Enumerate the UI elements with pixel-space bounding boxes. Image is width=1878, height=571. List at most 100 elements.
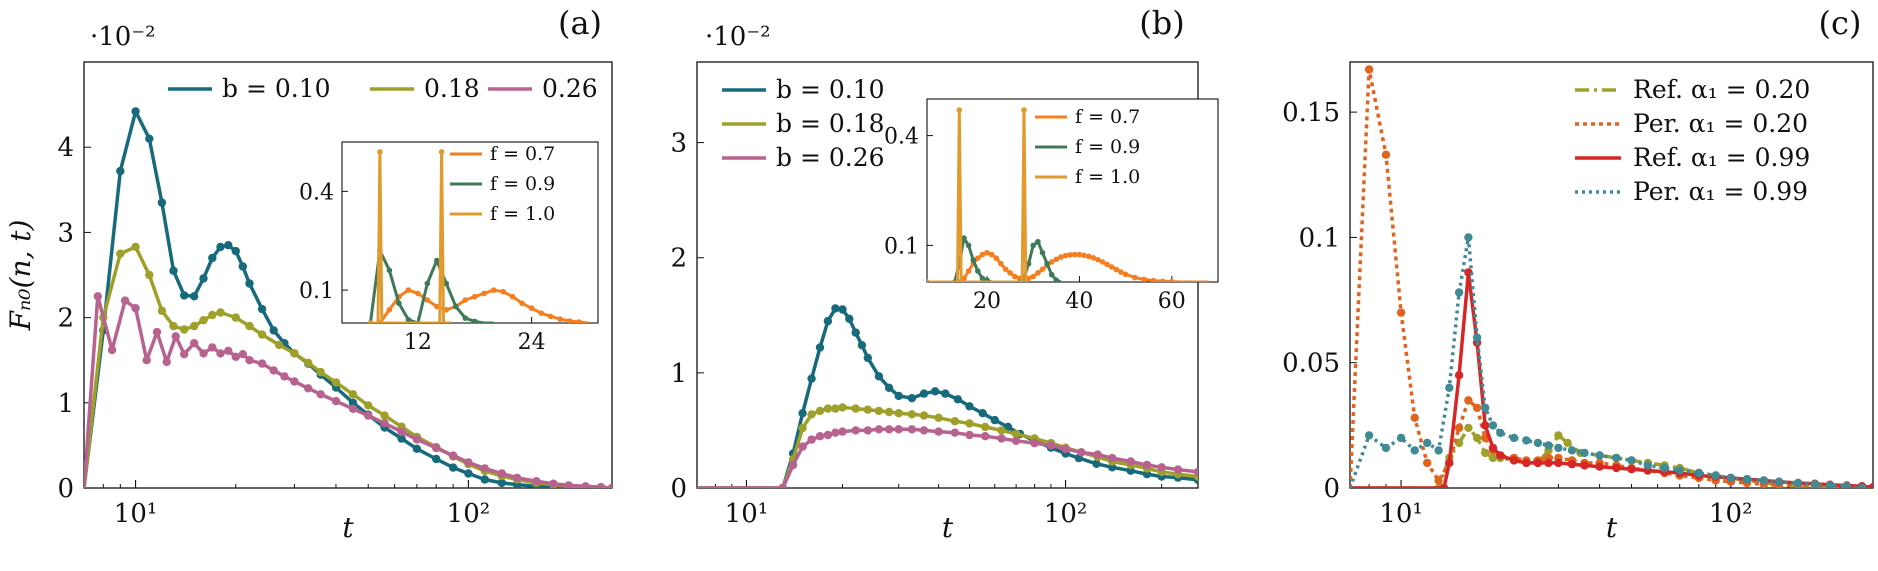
inset-data-point — [1058, 254, 1064, 260]
data-point — [1774, 477, 1784, 486]
inset-data-point — [424, 280, 431, 287]
inset-data-point — [538, 310, 544, 316]
data-point — [1554, 458, 1563, 468]
data-point — [1563, 438, 1572, 448]
inset-data-point — [490, 287, 497, 293]
data-point — [1554, 443, 1563, 453]
inset-series-line-2 — [370, 150, 451, 323]
data-point — [863, 426, 872, 435]
inset-data-point — [1048, 259, 1055, 265]
inset-x-tick-label: 20 — [973, 289, 1001, 314]
data-point — [997, 434, 1006, 443]
data-point — [245, 279, 254, 288]
data-point — [894, 425, 903, 434]
inset-data-point — [519, 300, 525, 307]
inset-data-point — [367, 320, 374, 323]
data-point — [1660, 463, 1669, 473]
inset-data-point — [979, 251, 986, 258]
data-point — [257, 304, 267, 314]
data-point — [1472, 333, 1482, 342]
data-point — [397, 427, 406, 436]
y-tick-label: 2 — [670, 244, 687, 274]
data-point — [919, 389, 929, 398]
inset-x-tick-label: 12 — [404, 330, 432, 355]
inset-data-point — [965, 268, 972, 274]
data-point — [564, 481, 573, 488]
data-point — [269, 366, 278, 375]
data-point — [596, 482, 606, 488]
data-point — [1472, 433, 1482, 443]
data-point — [1595, 451, 1604, 460]
data-point — [1544, 441, 1553, 450]
inset-data-point — [988, 251, 995, 258]
data-point — [152, 327, 162, 337]
x-tick-label: 10² — [1709, 499, 1753, 529]
data-point — [180, 350, 189, 359]
data-point — [815, 406, 825, 416]
inset-data-point — [1095, 256, 1101, 263]
data-point — [180, 291, 189, 300]
data-point — [1108, 453, 1117, 463]
data-point — [930, 387, 940, 396]
data-point — [874, 372, 884, 381]
legend-entry: Per. α₁ = 0.20 — [1633, 109, 1808, 138]
data-point — [953, 395, 963, 404]
data-point — [131, 107, 140, 116]
data-point — [907, 425, 917, 434]
data-point — [231, 246, 240, 256]
data-point — [997, 426, 1006, 435]
inset-data-point — [1072, 251, 1078, 258]
inset-data-point — [405, 316, 412, 323]
panel-label: (c) — [1819, 4, 1862, 42]
inset-legend-entry: f = 1.0 — [490, 203, 555, 225]
inset-data-point — [984, 249, 990, 256]
y-tick-label: 2 — [57, 304, 74, 334]
inset-frame — [341, 141, 599, 324]
inset-y-tick-label: 0.1 — [884, 234, 919, 259]
data-point — [290, 349, 299, 358]
data-point — [348, 390, 358, 399]
data-point — [1567, 460, 1577, 469]
data-point — [1439, 483, 1449, 488]
data-point — [169, 266, 178, 275]
data-point — [874, 425, 884, 434]
inset-legend-entry: f = 0.9 — [490, 173, 555, 195]
data-point — [1464, 423, 1473, 433]
data-point — [894, 391, 903, 401]
legend-entry: Ref. α₁ = 0.99 — [1633, 143, 1810, 172]
data-point — [941, 389, 950, 398]
data-point — [1142, 470, 1152, 479]
data-point — [1381, 150, 1391, 159]
inset-data-point — [979, 275, 986, 282]
data-point — [965, 419, 974, 428]
inset-data-point — [434, 303, 440, 310]
data-point — [432, 454, 441, 464]
legend-entry: b = 0.10 — [776, 75, 885, 104]
y-tick-label: 0.1 — [1299, 223, 1340, 253]
data-point — [1061, 444, 1070, 454]
data-point — [316, 367, 325, 377]
inset-data-point — [471, 293, 478, 300]
data-point — [1496, 451, 1505, 460]
data-point — [1410, 446, 1419, 455]
data-point — [224, 241, 233, 250]
x-axis-label: t — [1606, 511, 1618, 544]
inset-data-point — [1113, 266, 1120, 273]
data-point — [1396, 308, 1406, 317]
data-point — [257, 359, 267, 368]
data-point — [1842, 482, 1852, 488]
inset-data-point — [500, 288, 507, 295]
data-point — [815, 343, 825, 352]
plot-frame — [1349, 61, 1874, 489]
inset-data-point — [1012, 273, 1018, 280]
inset-data-point — [1150, 277, 1157, 282]
panel-2 — [1349, 61, 1874, 489]
data-point — [93, 292, 103, 301]
data-point — [224, 346, 233, 355]
inset-data-point — [1030, 273, 1036, 280]
legend-entry: 0.26 — [542, 74, 598, 103]
data-point — [1544, 458, 1553, 468]
data-point — [907, 410, 917, 419]
x-tick-label: 10¹ — [1379, 499, 1423, 529]
data-point — [231, 352, 240, 361]
